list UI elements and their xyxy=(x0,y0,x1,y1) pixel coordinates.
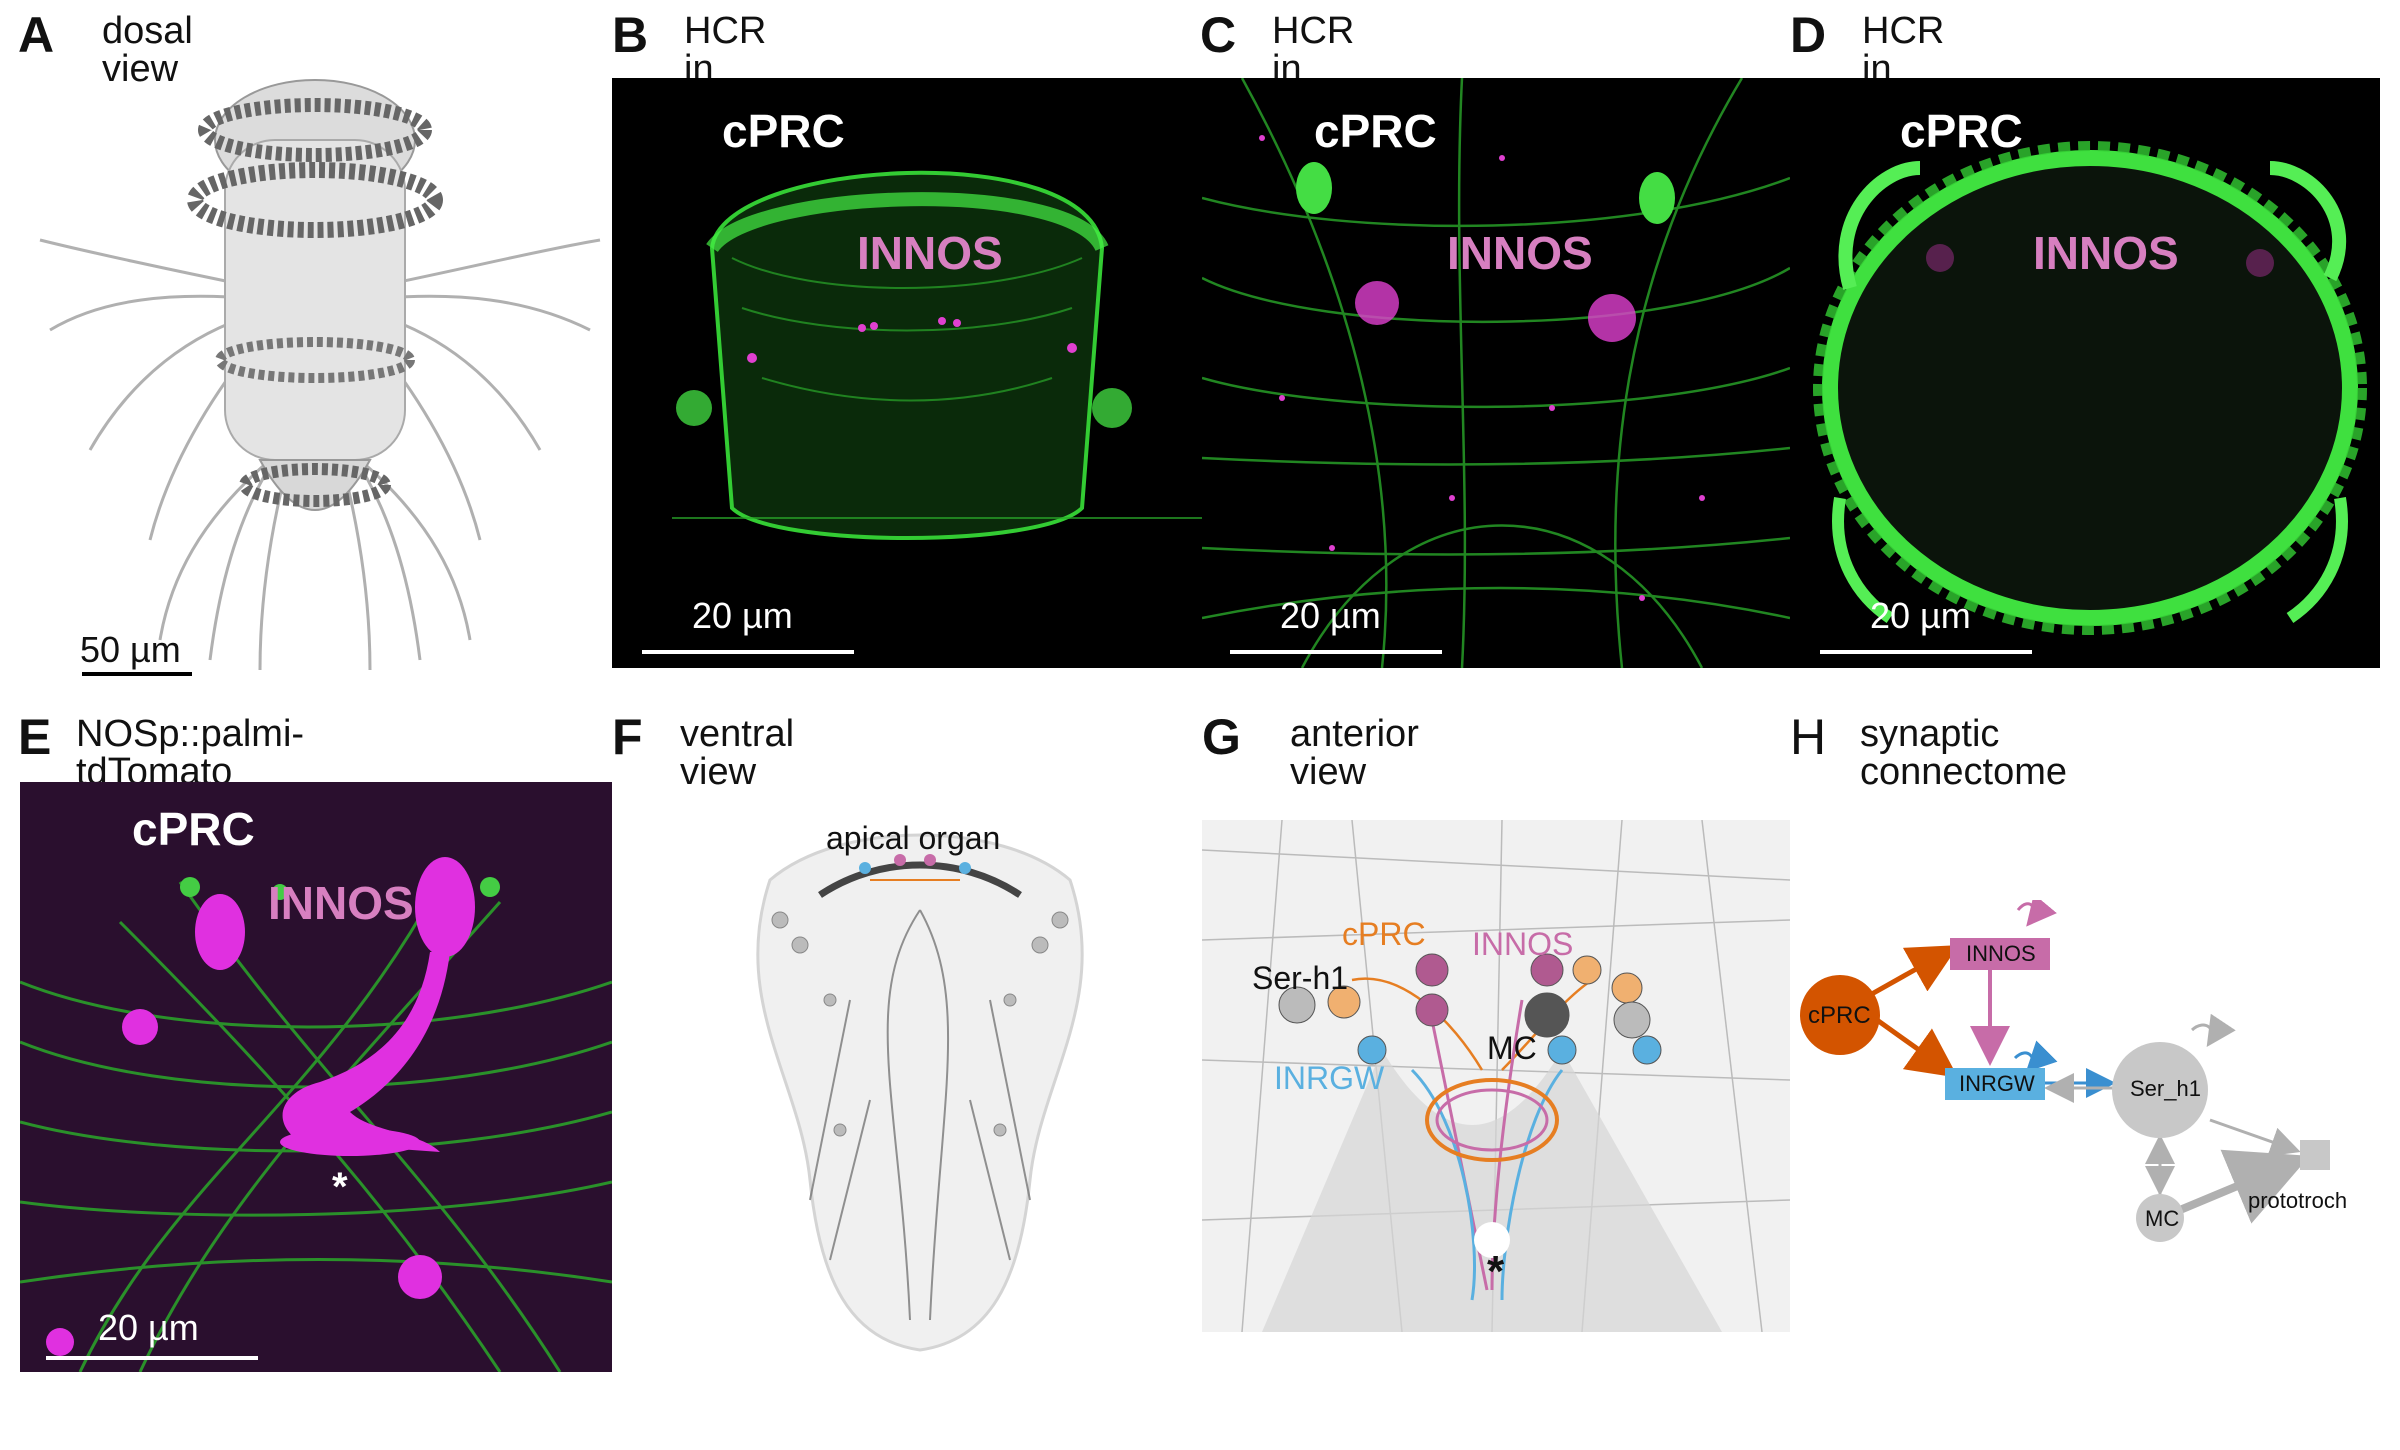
panel-b-innos-label: INNOS xyxy=(857,230,1003,276)
panel-g-serh1-label: Ser-h1 xyxy=(1252,962,1348,994)
panel-d-cprc-label: cPRC xyxy=(1900,108,2023,154)
panel-e-scale-label: 20 µm xyxy=(98,1310,199,1346)
panel-b-scale-bar xyxy=(642,650,854,654)
panel-b-scale-label: 20 µm xyxy=(692,598,793,634)
panel-f-render xyxy=(700,800,1140,1360)
panel-b-cprc-label: cPRC xyxy=(722,108,845,154)
panel-e-title: NOSp::palmi-tdTomato xyxy=(76,715,304,791)
panel-e-micrograph: cPRC INNOS * 20 µm xyxy=(20,782,612,1372)
larva-3d-render xyxy=(20,60,610,680)
panel-d-scale-label: 20 µm xyxy=(1870,598,1971,634)
panel-letter-c: C xyxy=(1200,10,1236,60)
panel-letter-e: E xyxy=(18,712,51,762)
node-innos: INNOS xyxy=(1966,943,2036,965)
panel-c-scale-bar xyxy=(1230,650,1442,654)
panel-g-asterisk: * xyxy=(1487,1250,1504,1294)
node-prototroch: prototroch xyxy=(2248,1190,2347,1212)
panel-e-asterisk: * xyxy=(332,1167,348,1207)
panel-h-title: synaptic connectome xyxy=(1860,715,2067,791)
node-mc: MC xyxy=(2145,1208,2179,1230)
apical-organ-label: apical organ xyxy=(826,822,1000,854)
connectome-graph: cPRC INNOS INRGW Ser_h1 MC prototroch xyxy=(1790,900,2390,1260)
panel-g-title: anterior view xyxy=(1290,715,1419,791)
panel-letter-h: H xyxy=(1790,712,1826,762)
node-cprc: cPRC xyxy=(1808,1004,1871,1028)
panel-g-innos-label: INNOS xyxy=(1472,928,1573,960)
panel-g-cprc-label: cPRC xyxy=(1342,918,1426,950)
panel-letter-f: F xyxy=(612,712,643,762)
panel-g-inrgw-label: INRGW xyxy=(1274,1062,1384,1094)
panel-a-scale-label: 50 µm xyxy=(80,632,181,668)
panel-c-innos-label: INNOS xyxy=(1447,230,1593,276)
panel-e-scale-bar xyxy=(46,1356,258,1360)
panel-c-scale-label: 20 µm xyxy=(1280,598,1381,634)
panel-letter-b: B xyxy=(612,10,648,60)
panel-letter-d: D xyxy=(1790,10,1826,60)
panel-d-scale-bar xyxy=(1820,650,2032,654)
node-inrgw: INRGW xyxy=(1959,1073,2035,1095)
node-serh1: Ser_h1 xyxy=(2130,1078,2201,1100)
panel-d-micrograph: cPRC INNOS 20 µm xyxy=(1790,78,2380,668)
panel-f-title: ventral view xyxy=(680,715,794,791)
panel-g-mc-label: MC xyxy=(1487,1032,1537,1064)
panel-a-scale-bar xyxy=(82,672,192,676)
panel-b-micrograph: cPRC INNOS 20 µm xyxy=(612,78,1202,668)
panel-c-micrograph: cPRC INNOS 20 µm xyxy=(1202,78,1790,668)
panel-d-innos-label: INNOS xyxy=(2033,230,2179,276)
panel-g-render: cPRC INNOS Ser-h1 MC INRGW * xyxy=(1202,820,1790,1332)
panel-e-innos-label: INNOS xyxy=(268,880,414,926)
panel-c-cprc-label: cPRC xyxy=(1314,108,1437,154)
panel-e-cprc-label: cPRC xyxy=(132,806,255,852)
panel-letter-g: G xyxy=(1202,712,1241,762)
panel-letter-a: A xyxy=(18,10,54,60)
